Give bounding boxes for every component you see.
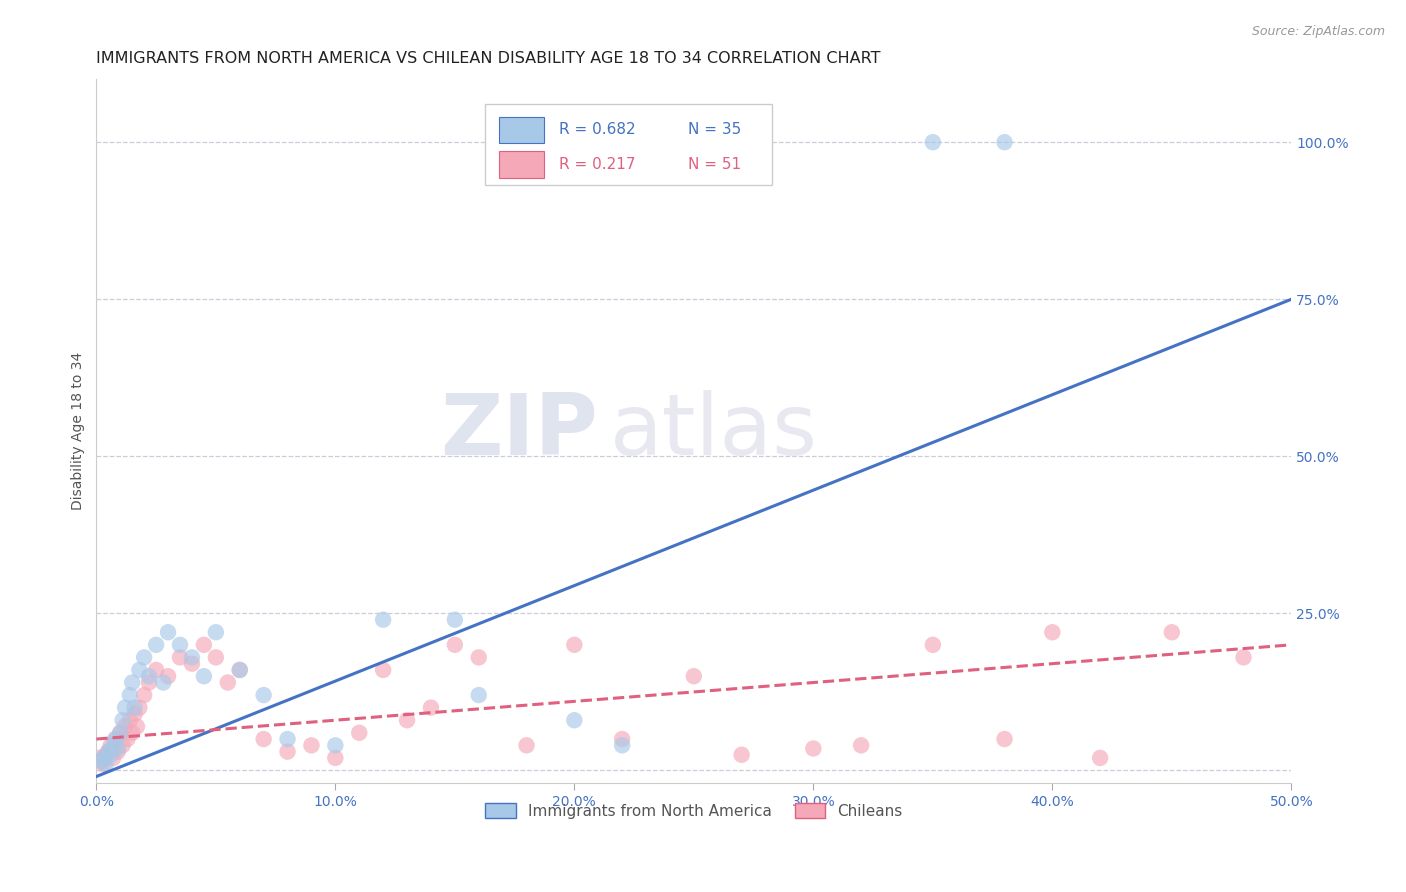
Point [205, 625, 228, 640]
Point [94, 757, 117, 772]
Point [107, 745, 129, 759]
Point [100, 739, 122, 753]
Point [90, 754, 112, 768]
Point [349, 725, 371, 739]
Point [114, 700, 136, 714]
Point [229, 663, 252, 677]
Point [730, 747, 752, 762]
Point [253, 732, 276, 747]
Point [169, 650, 191, 665]
Point [229, 663, 252, 677]
Point [193, 669, 215, 683]
Point [325, 739, 347, 753]
Point [993, 135, 1015, 149]
Point [107, 741, 129, 756]
Text: R = 0.682: R = 0.682 [558, 122, 636, 137]
Point [420, 700, 443, 714]
Point [253, 688, 276, 702]
Point [145, 663, 167, 677]
Text: atlas: atlas [610, 390, 818, 473]
Point [110, 725, 132, 739]
Point [921, 135, 943, 149]
Point [277, 745, 299, 759]
Point [169, 638, 191, 652]
Point [87, 751, 110, 765]
Point [205, 650, 228, 665]
Point [152, 675, 174, 690]
Point [128, 700, 150, 714]
Point [121, 725, 143, 739]
Point [97, 745, 120, 759]
Point [849, 739, 872, 753]
Point [301, 739, 323, 753]
Point [682, 669, 704, 683]
Point [134, 688, 156, 702]
Point [610, 732, 633, 747]
Point [515, 739, 537, 753]
Point [121, 675, 143, 690]
Point [101, 739, 124, 753]
Text: ZIP: ZIP [440, 390, 598, 473]
Point [1160, 625, 1182, 640]
Point [468, 688, 491, 702]
Point [93, 751, 115, 765]
Point [181, 650, 204, 665]
Point [217, 675, 239, 690]
Point [921, 638, 943, 652]
Point [1040, 625, 1063, 640]
Point [104, 732, 127, 747]
Point [110, 725, 132, 739]
Point [145, 638, 167, 652]
Point [373, 613, 395, 627]
Point [118, 688, 141, 702]
Y-axis label: Disability Age 18 to 34: Disability Age 18 to 34 [72, 352, 86, 510]
Point [134, 650, 156, 665]
Point [157, 669, 180, 683]
FancyBboxPatch shape [499, 117, 544, 144]
Text: Source: ZipAtlas.com: Source: ZipAtlas.com [1251, 25, 1385, 38]
FancyBboxPatch shape [485, 104, 772, 185]
Point [1088, 751, 1111, 765]
Point [104, 732, 127, 747]
Point [101, 751, 124, 765]
Point [93, 757, 115, 772]
Text: IMMIGRANTS FROM NORTH AMERICA VS CHILEAN DISABILITY AGE 18 TO 34 CORRELATION CHA: IMMIGRANTS FROM NORTH AMERICA VS CHILEAN… [97, 51, 880, 66]
Point [610, 739, 633, 753]
Point [128, 663, 150, 677]
Point [125, 719, 148, 733]
Point [97, 745, 120, 759]
Point [562, 638, 585, 652]
Point [138, 675, 160, 690]
Point [373, 663, 395, 677]
Point [444, 613, 467, 627]
Point [193, 638, 215, 652]
Point [562, 713, 585, 727]
Point [138, 669, 160, 683]
Point [993, 732, 1015, 747]
Point [94, 747, 117, 762]
Point [118, 713, 141, 727]
Point [181, 657, 204, 671]
Point [396, 713, 419, 727]
Text: N = 51: N = 51 [688, 157, 741, 172]
Point [801, 741, 824, 756]
Point [277, 732, 299, 747]
Point [1232, 650, 1254, 665]
Point [157, 625, 180, 640]
Point [325, 751, 347, 765]
Text: R = 0.217: R = 0.217 [558, 157, 636, 172]
Point [90, 754, 112, 768]
FancyBboxPatch shape [499, 152, 544, 178]
Point [100, 747, 122, 762]
Point [111, 713, 134, 727]
Point [444, 638, 467, 652]
Point [124, 706, 146, 721]
Point [114, 719, 136, 733]
Point [468, 650, 491, 665]
Text: N = 35: N = 35 [688, 122, 741, 137]
Point [111, 739, 134, 753]
Point [124, 700, 146, 714]
Legend: Immigrants from North America, Chileans: Immigrants from North America, Chileans [479, 797, 908, 825]
Point [117, 732, 139, 747]
